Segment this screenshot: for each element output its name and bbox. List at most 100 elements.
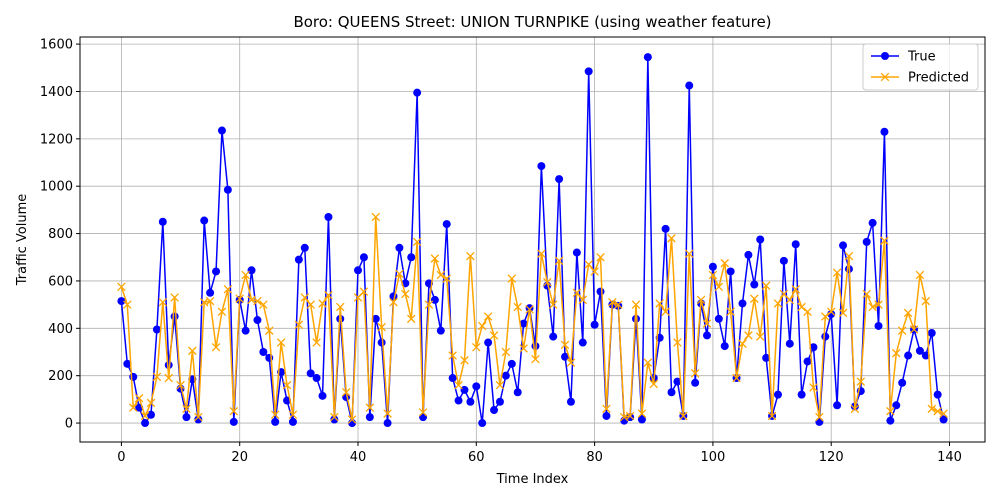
data-point [549, 332, 558, 341]
data-point [832, 268, 842, 277]
data-point [460, 356, 469, 365]
data-point [554, 256, 564, 266]
x-tick-label: 20 [231, 450, 248, 465]
data-point [200, 216, 209, 225]
data-point [229, 417, 238, 426]
data-point [631, 300, 641, 309]
data-point [211, 343, 221, 352]
data-point [253, 316, 262, 325]
y-axis-label: Traffic Volume [15, 194, 30, 287]
data-point [779, 256, 788, 265]
data-point [466, 397, 475, 406]
legend-marker [880, 72, 890, 82]
data-point [762, 353, 771, 362]
x-tick-label: 140 [937, 450, 962, 465]
data-point [596, 287, 605, 296]
data-point [306, 369, 315, 378]
data-point [572, 288, 582, 298]
data-point [259, 300, 268, 309]
data-point [791, 284, 800, 294]
data-point [661, 224, 670, 233]
data-point [383, 419, 392, 428]
data-point [217, 126, 226, 135]
data-point [365, 403, 375, 412]
data-point [377, 322, 386, 332]
data-point [354, 266, 363, 275]
data-point [738, 339, 747, 348]
legend-marker [881, 52, 889, 60]
data-point [229, 406, 239, 416]
data-point [915, 270, 925, 280]
data-point [341, 388, 351, 397]
data-point [880, 236, 889, 245]
data-point [241, 270, 250, 280]
data-point [235, 294, 244, 303]
data-point [614, 300, 623, 309]
data-point [856, 377, 866, 386]
data-point [259, 348, 268, 356]
data-point [839, 241, 848, 250]
data-point [809, 343, 818, 352]
data-point [158, 217, 167, 226]
data-point [726, 267, 735, 276]
data-point [140, 411, 150, 421]
data-point [602, 411, 611, 420]
data-point [158, 298, 168, 307]
data-point [892, 348, 901, 358]
data-point [324, 213, 333, 221]
data-point [413, 88, 422, 97]
data-point [170, 293, 179, 302]
data-point [182, 404, 191, 414]
data-point [330, 412, 339, 422]
data-point [507, 359, 516, 368]
data-point [939, 409, 948, 418]
series-layer [117, 53, 948, 428]
data-point [543, 277, 552, 287]
data-point [424, 300, 434, 309]
data-point [176, 380, 185, 390]
data-point [874, 321, 883, 330]
data-point [525, 305, 534, 314]
data-point [128, 403, 138, 412]
data-point [442, 274, 451, 283]
data-point [501, 371, 510, 380]
data-point [519, 344, 528, 353]
data-point [377, 338, 386, 347]
data-point [164, 373, 173, 383]
data-point [826, 307, 836, 316]
data-point [513, 388, 522, 397]
data-point [785, 295, 795, 305]
data-point [649, 379, 659, 389]
data-point [897, 326, 907, 335]
data-point [371, 314, 380, 323]
data-point [205, 296, 215, 306]
data-point [466, 251, 475, 261]
data-point [803, 307, 812, 316]
data-point [661, 307, 670, 316]
data-point [827, 310, 836, 319]
data-point [146, 398, 156, 408]
data-point [643, 53, 652, 62]
data-point [501, 347, 511, 357]
data-point [519, 319, 528, 328]
data-point [578, 338, 587, 347]
data-point [608, 298, 617, 307]
data-point [123, 300, 132, 309]
data-point [939, 415, 948, 424]
data-point [436, 326, 445, 335]
data-point [566, 397, 575, 406]
data-point [359, 253, 368, 262]
data-point [365, 413, 374, 422]
data-point [318, 391, 327, 400]
data-point [454, 380, 463, 390]
data-point [673, 338, 682, 347]
data-point [886, 406, 895, 416]
data-point [483, 312, 493, 321]
data-point [637, 409, 647, 418]
data-point [448, 351, 457, 360]
data-point [170, 312, 179, 321]
data-point [406, 314, 416, 324]
data-point [188, 346, 197, 356]
data-point [383, 409, 392, 418]
